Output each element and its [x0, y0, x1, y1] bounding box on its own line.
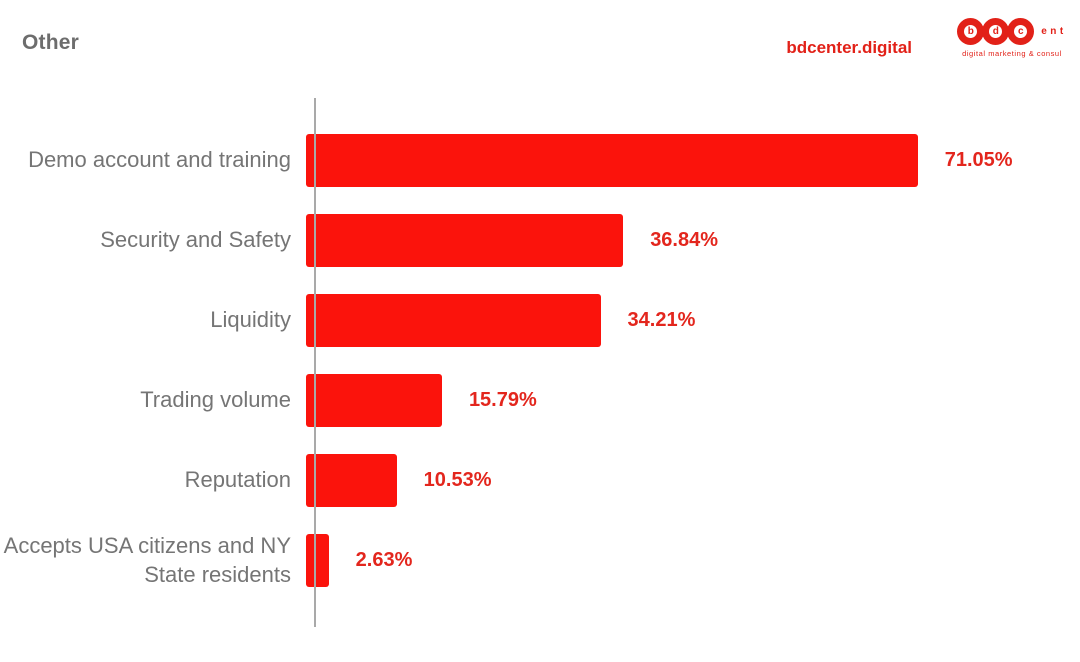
bar	[306, 213, 624, 267]
category-label: Trading volume	[140, 387, 291, 413]
bar-row: Trading volume 15.79%	[0, 360, 1080, 440]
bar-row: Security and Safety 36.84%	[0, 200, 1080, 280]
bar	[306, 373, 442, 427]
page-title: Other	[22, 31, 80, 54]
bar	[306, 293, 601, 347]
bar-row: Demo account and training 71.05%	[0, 120, 1080, 200]
bar	[306, 533, 329, 587]
bar-row: Liquidity 34.21%	[0, 280, 1080, 360]
brand-site-text: bdcenter.digital	[786, 38, 912, 57]
bar-row: Reputation 10.53%	[0, 440, 1080, 520]
value-label: 15.79%	[468, 388, 537, 411]
category-label: Demo account and training	[28, 147, 291, 173]
plot-cell: 36.84%	[304, 200, 1080, 280]
logo-ring-d-icon: d	[982, 18, 1010, 45]
value-label: 34.21%	[627, 308, 696, 331]
logo-letter-d: d	[992, 25, 999, 37]
bar	[306, 133, 918, 187]
logo-letter-b: b	[967, 25, 974, 37]
plot-cell: 2.63%	[304, 520, 1080, 600]
plot-cell: 71.05%	[304, 120, 1080, 200]
logo-ent-text: ent	[1041, 26, 1067, 37]
value-label: 36.84%	[650, 228, 719, 251]
axis-line	[314, 98, 316, 627]
logo-tagline: digital marketing & consul	[962, 49, 1062, 58]
category-label: Liquidity	[210, 307, 291, 333]
plot-cell: 15.79%	[304, 360, 1080, 440]
value-label: 2.63%	[355, 548, 413, 571]
category-label: Accepts USA citizens and NY State reside…	[3, 532, 291, 587]
logo-ring-b-icon: b	[957, 18, 985, 45]
value-label: 10.53%	[423, 468, 492, 491]
value-label: 71.05%	[944, 148, 1013, 171]
bar	[306, 453, 397, 507]
category-label: Reputation	[184, 467, 291, 493]
category-label: Security and Safety	[100, 227, 291, 253]
bar-row: Accepts USA citizens and NY State reside…	[0, 520, 1080, 600]
bar-rows: Demo account and training 71.05% Security …	[0, 120, 1080, 600]
plot-cell: 34.21%	[304, 280, 1080, 360]
brand-logo: b d c ent digital marketing & consul	[956, 18, 1068, 58]
bar-chart: Demo account and training 71.05% Security …	[0, 98, 1080, 627]
logo-ring-c-icon: c	[1007, 18, 1035, 45]
plot-cell: 10.53%	[304, 440, 1080, 520]
brand-logo-circles: b d c ent	[957, 18, 1067, 45]
logo-letter-c: c	[1017, 25, 1024, 37]
